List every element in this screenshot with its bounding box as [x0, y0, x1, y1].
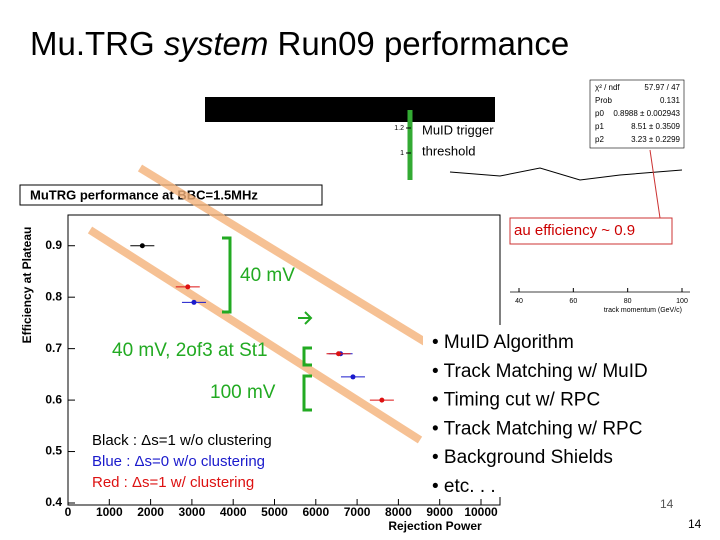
title-part: system: [164, 25, 269, 62]
x-tick-label: 4000: [220, 505, 247, 519]
bullet: • Track Matching w/ MuID: [432, 361, 648, 382]
point: [191, 299, 197, 305]
bullet: • Timing cut w/ RPC: [432, 390, 600, 411]
x-tick-label: 1000: [96, 505, 123, 519]
x-tick-label: 6000: [302, 505, 329, 519]
annotation: 40 mV, 2of3 at St1: [112, 340, 268, 361]
stat-value: 57.97 / 47: [644, 83, 680, 92]
bracket: [222, 236, 232, 314]
annotation: MuID trigger: [422, 122, 494, 137]
y-tick-label: 0.6: [45, 392, 62, 406]
point: [139, 243, 145, 249]
slide-title: Mu.TRG system Run09 performance: [30, 25, 569, 62]
stat-value: 3.23 ± 0.2299: [631, 135, 680, 144]
bullet: • MuID Algorithm: [432, 332, 574, 353]
stat-name: Prob: [595, 96, 612, 105]
bg-curve: [449, 167, 683, 181]
legend-entry: Black : Δs=1 w/o clustering: [92, 432, 272, 449]
x-tick-label: 8000: [385, 505, 412, 519]
stat-name: p2: [595, 135, 604, 144]
band: [87, 226, 423, 444]
bracket: [302, 374, 312, 412]
arrow: [298, 311, 313, 325]
band: [137, 164, 433, 349]
bracket: [302, 346, 312, 367]
point: [379, 397, 385, 403]
bullet-box: [423, 325, 705, 497]
page-number: 14: [660, 497, 674, 511]
bullet: • etc. . .: [432, 476, 496, 497]
stat-name: χ² / ndf: [595, 83, 620, 92]
stats-box: [589, 79, 685, 149]
black-bar: [205, 97, 495, 122]
x-tick-label: 10000: [464, 505, 498, 519]
x-tick-label: 5000: [261, 505, 288, 519]
bullet: • Track Matching w/ RPC: [432, 418, 642, 439]
x-tick-label: 40: [515, 298, 523, 305]
point: [336, 351, 342, 357]
x-tick-label: 80: [624, 298, 632, 305]
annotation: au efficiency ~ 0.9: [514, 222, 635, 239]
plateau-box: [509, 217, 673, 245]
annotation: 40 mV: [240, 265, 295, 286]
x-tick-label: 100: [676, 298, 688, 305]
x-axis-label: Rejection Power: [388, 519, 482, 533]
stat-value: 0.131: [660, 96, 681, 105]
point: [185, 284, 191, 290]
legend-entry: Red : Δs=1 w/ clustering: [92, 474, 254, 491]
y-tick-label: 0.8: [45, 289, 62, 303]
x-tick-label: 9000: [426, 505, 453, 519]
stat-name: p1: [595, 122, 604, 131]
legend-entry: Blue : Δs=0 w/o clustering: [92, 453, 265, 470]
page-number: 14: [688, 517, 702, 531]
stat-value: 8.51 ± 0.3509: [631, 122, 680, 131]
title-part: Run09 performance: [268, 25, 569, 62]
callout-line: [649, 149, 661, 219]
title-part: Mu.TRG: [30, 25, 164, 62]
stat-name: p0: [595, 109, 604, 118]
y-tick-label: 0.4: [45, 495, 62, 509]
annotation: threshold: [422, 143, 475, 158]
x-tick-label: 7000: [344, 505, 371, 519]
y-tick-label: 1: [400, 150, 404, 157]
x-tick-label: 2000: [137, 505, 164, 519]
point: [350, 374, 356, 380]
y-tick-label: 0.7: [45, 341, 62, 355]
x-tick-label: 0: [65, 505, 72, 519]
stat-value: 0.8988 ± 0.002943: [613, 109, 680, 118]
y-axis-label: Efficiency at Plateau: [20, 227, 34, 344]
x-tick-label: 60: [569, 298, 577, 305]
y-tick-label: 1.2: [394, 125, 404, 132]
y-tick-label: 0.5: [45, 444, 62, 458]
chart-title: MuTRG performance at BBC=1.5MHz: [30, 187, 258, 202]
x-axis-label: track momentum (GeV/c): [604, 307, 682, 314]
annotation: 100 mV: [210, 382, 276, 403]
bullet: • Background Shields: [432, 447, 613, 468]
x-tick-label: 3000: [179, 505, 206, 519]
y-tick-label: 0.9: [45, 238, 62, 252]
